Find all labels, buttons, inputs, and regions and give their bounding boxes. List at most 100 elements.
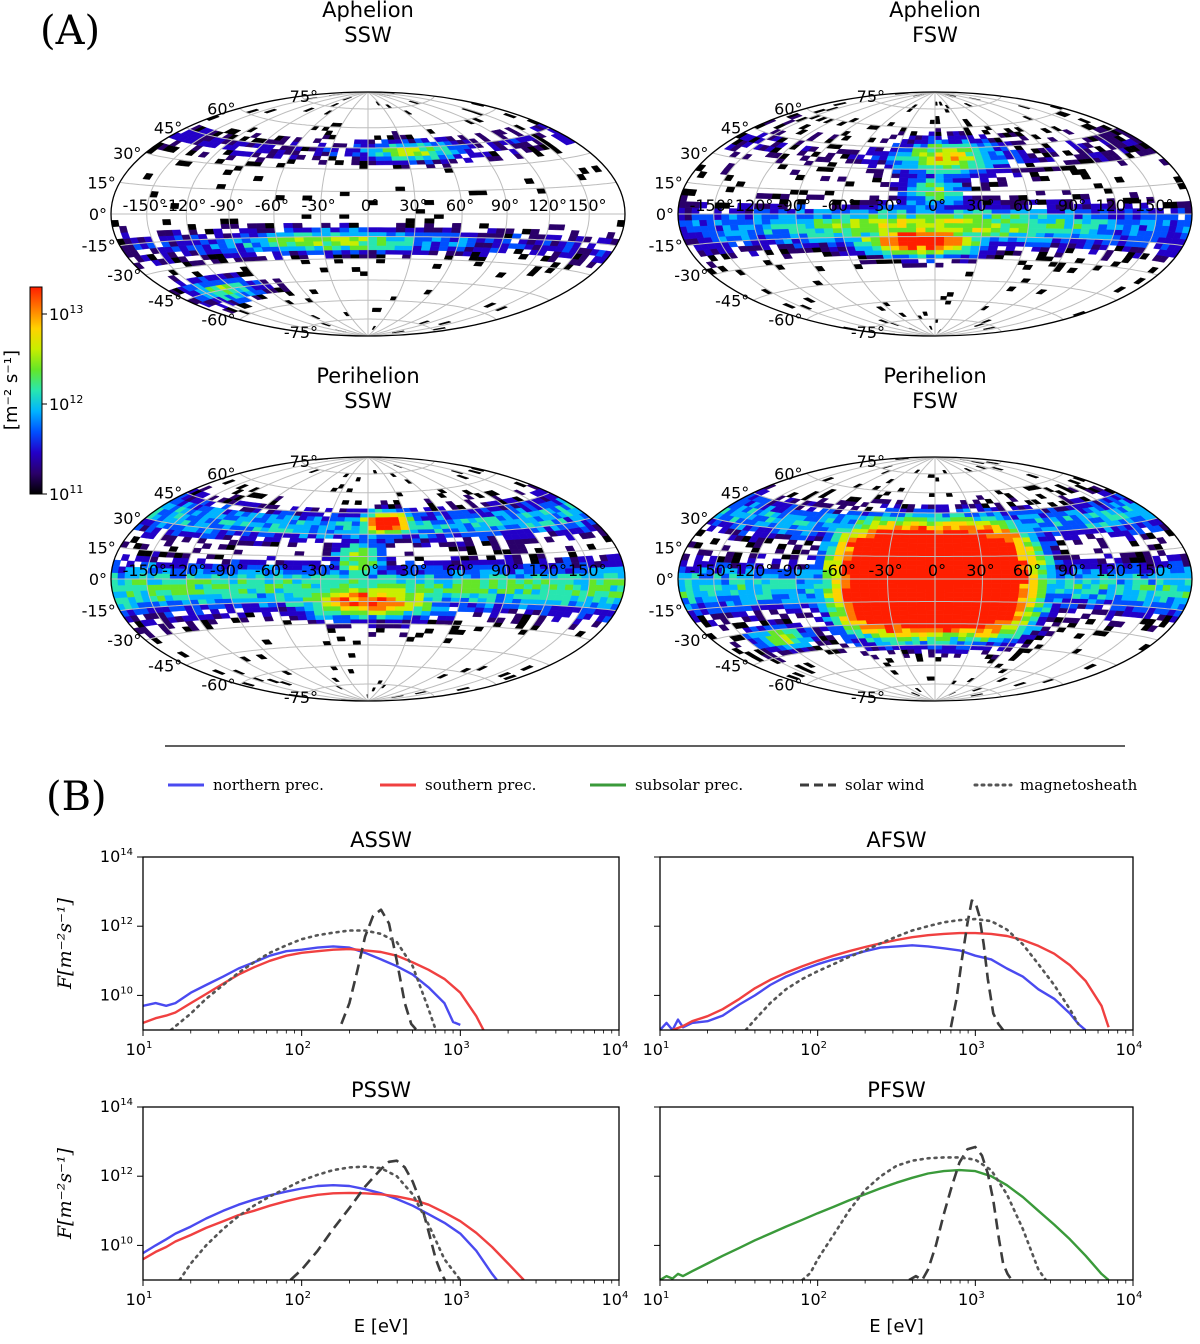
flux-cell [167,146,181,153]
flux-cell [925,538,936,544]
flux-cell [255,493,269,500]
flux-cell [925,231,936,237]
flux-cell [1184,207,1192,215]
flux-cell [729,224,740,231]
flux-cell [479,569,490,575]
flux-cell [367,525,377,531]
flux-cell [432,560,444,566]
flux-cell [943,164,953,170]
flux-cell [220,588,231,595]
flux-cell [934,186,945,192]
flux-cell [761,218,771,225]
flux-cell [920,644,929,650]
flux-cell [910,521,920,526]
flux-cell [456,686,471,692]
flux-cell [934,542,945,548]
flux-cell [934,657,942,662]
flux-cell [850,587,861,594]
flux-cell [991,218,1002,224]
flux-cell [902,155,912,161]
flux-cell [617,572,625,580]
flux-cell [442,592,453,598]
flux-cell [881,614,892,620]
flux-cell [376,601,387,607]
flux-cell [942,525,952,531]
flux-cell [953,583,964,589]
flux-cell [390,516,400,522]
flux-cell [859,588,870,593]
flux-cell [963,218,974,224]
flux-cell [778,588,789,595]
flux-cell [261,639,273,645]
flux-cell [889,610,900,616]
flux-cell [342,525,353,531]
flux-cell [906,587,917,593]
flux-cell [1046,218,1057,224]
flux-cell [404,551,415,557]
flux-cell [367,240,378,246]
flux-cell [934,240,945,246]
flux-cell [386,227,397,233]
flux-cell [434,213,444,219]
flux-cell [960,538,971,544]
flux-cell [825,237,836,243]
flux-cell [956,147,966,153]
flux-cell [376,547,387,553]
flux-cell [393,538,404,544]
flux-cell [228,218,239,225]
flux-cell [386,569,397,575]
flux-cell [953,236,964,242]
flux-cell [367,231,378,237]
flux-cell [367,512,376,518]
flux-cell [797,228,808,234]
flux-cell [877,218,889,224]
flux-cell [943,605,954,611]
flux-cell [971,231,982,237]
flux-cell [916,542,927,548]
flux-cell [855,250,867,256]
flux-cell [880,240,891,247]
flux-cell [902,632,912,638]
flux-cell [914,653,923,658]
flux-cell [120,554,131,562]
meridian-line [146,91,369,337]
flux-cell [781,598,792,605]
flux-cell [350,254,360,259]
flux-cell [990,227,1001,233]
flux-cell [942,627,952,633]
flux-cell [997,546,1008,552]
flux-cell [869,555,880,561]
meridian-line [934,91,1075,337]
flux-cell [862,606,873,612]
flux-cell [414,587,425,593]
flux-cell [822,218,833,224]
map-title-line1: Aphelion [322,0,414,22]
flux-cell [467,550,478,556]
flux-cell [1073,218,1083,225]
flux-cell [1039,246,1051,253]
flux-cell [888,186,899,192]
meridian-line [273,91,369,337]
lat-label: -15° [649,237,683,256]
map-title-line1: Aphelion [889,0,981,22]
flux-cell [311,587,322,593]
flux-cell [906,560,917,566]
flux-cell [920,139,929,145]
flux-cell [320,592,331,598]
flux-cell [286,606,297,612]
flux-cell [300,259,311,265]
flux-cell [953,231,964,237]
flux-cell [1026,555,1037,561]
flux-cell [788,114,803,120]
flux-cell [469,592,480,599]
flux-cell [860,597,871,603]
lon-label: -90° [210,196,244,215]
flux-cell [467,602,478,608]
flux-cell [919,640,928,646]
flux-cell [332,249,343,255]
flux-cell [375,521,385,526]
flux-cell [367,249,378,255]
flux-cell [771,593,782,600]
lat-label: 75° [290,452,318,471]
flux-cell [806,554,818,561]
